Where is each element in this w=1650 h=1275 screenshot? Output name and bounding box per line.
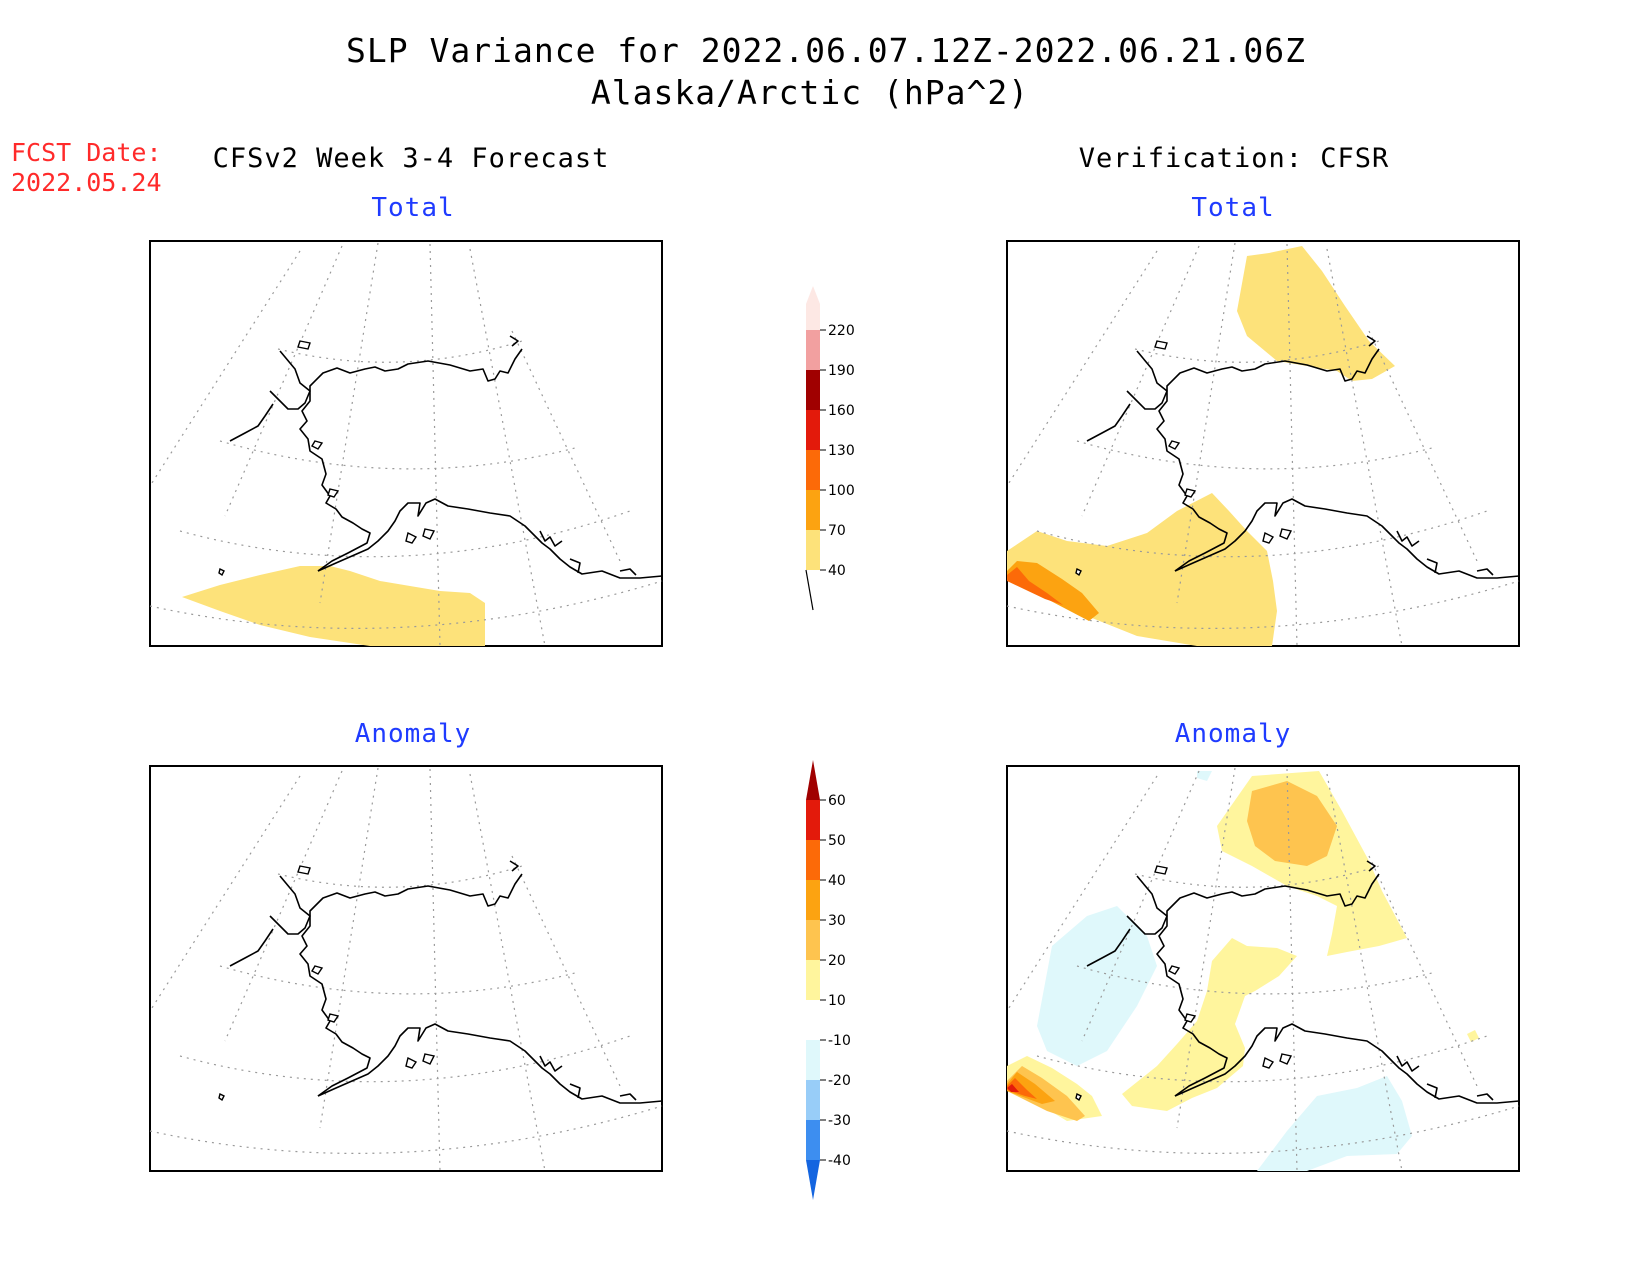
colorbar-anomaly-bottom-cap [806, 1160, 820, 1200]
colorbar-anomaly-tick: 30 [828, 913, 846, 929]
colorbar-total-segment [806, 450, 820, 490]
colorbar-total-segment [806, 370, 820, 410]
header-verification: Verification: CFSR [1079, 143, 1390, 174]
panel-label-forecast-anomaly: Anomaly [355, 719, 472, 749]
shade-variance-40-70 [182, 566, 485, 646]
colorbar-total-tick: 190 [828, 363, 855, 379]
colorbar-total-tick: 160 [828, 403, 855, 419]
colorbar-anomaly-segment [806, 840, 820, 880]
shade-anomaly-neg-southeast [1257, 1076, 1412, 1171]
colorbar-total-tick: 40 [828, 563, 846, 579]
figure-title-line1: SLP Variance for 2022.06.07.12Z-2022.06.… [346, 31, 1306, 70]
colorbar-total-tick: 100 [828, 483, 855, 499]
shade-anomaly-50-60 [1007, 1084, 1019, 1092]
colorbar-anomaly-top-cap [806, 760, 820, 800]
colorbar-total-tick: 130 [828, 443, 855, 459]
fcst-date-value: 2022.05.24 [11, 168, 162, 197]
shade-variance-100-130 [1007, 567, 1063, 605]
map-panel-forecast-anomaly [149, 765, 663, 1172]
colorbar-anomaly-tick: -10 [828, 1033, 851, 1049]
shade-anomaly-neg-top [1197, 771, 1212, 781]
colorbar-anomaly-segment [806, 1040, 820, 1080]
shade-anomaly-neg-west [1037, 906, 1157, 1066]
panel-label-verification-anomaly: Anomaly [1175, 719, 1292, 749]
colorbar-anomaly-tick: -30 [828, 1113, 851, 1129]
map-panel-verification-total [1006, 240, 1520, 647]
colorbar-anomaly-tick: -20 [828, 1073, 851, 1089]
colorbar-anomaly-tick: 60 [828, 793, 846, 809]
shade-variance-70-100 [1007, 561, 1099, 621]
colorbar-anomaly-segment [806, 1080, 820, 1120]
colorbar-total-cap [806, 286, 820, 330]
colorbar-anomaly-segment [806, 800, 820, 840]
shade-anomaly-30-40 [1007, 1072, 1055, 1104]
figure-title-line2: Alaska/Arctic (hPa^2) [591, 73, 1029, 112]
colorbar-anomaly-segment [806, 920, 820, 960]
panel-label-verification-total: Total [1191, 193, 1274, 223]
colorbar-total-segment [806, 530, 820, 570]
shade-anomaly-pos-central [1122, 938, 1297, 1111]
colorbar-anomaly-tick: -40 [828, 1153, 851, 1169]
shade-variance-40-70-north [1237, 246, 1395, 381]
fcst-date-label: FCST Date: [11, 138, 162, 167]
colorbar-total-segment [806, 410, 820, 450]
shade-anomaly-40-50 [1007, 1078, 1037, 1099]
panel-label-forecast-total: Total [371, 193, 454, 223]
shade-anomaly-20-30-north [1247, 781, 1337, 866]
colorbar-anomaly-tick: 40 [828, 873, 846, 889]
colorbar-total-tick: 220 [828, 323, 855, 339]
colorbar-total: 40 70 100 130 160 190 220 [805, 286, 855, 611]
map-panel-verification-anomaly [1006, 765, 1520, 1172]
shade-anomaly-pos-east-spot [1467, 1030, 1479, 1042]
colorbar-anomaly-segment [806, 1120, 820, 1160]
colorbar-total-segment [806, 330, 820, 370]
colorbar-anomaly-tick: 10 [828, 993, 846, 1009]
colorbar-anomaly-tick: 20 [828, 953, 846, 969]
colorbar-anomaly-segment [806, 880, 820, 920]
header-forecast: CFSv2 Week 3-4 Forecast [213, 143, 610, 174]
map-panel-forecast-total [149, 240, 663, 647]
colorbar-anomaly: -40 -30 -20 -10 10 20 30 40 50 60 [806, 760, 851, 1200]
colorbar-total-segment [806, 490, 820, 530]
colorbar-anomaly-tick: 50 [828, 833, 846, 849]
colorbar-anomaly-segment [806, 1000, 820, 1040]
colorbar-total-tick: 70 [828, 523, 846, 539]
colorbar-anomaly-segment [806, 960, 820, 1000]
